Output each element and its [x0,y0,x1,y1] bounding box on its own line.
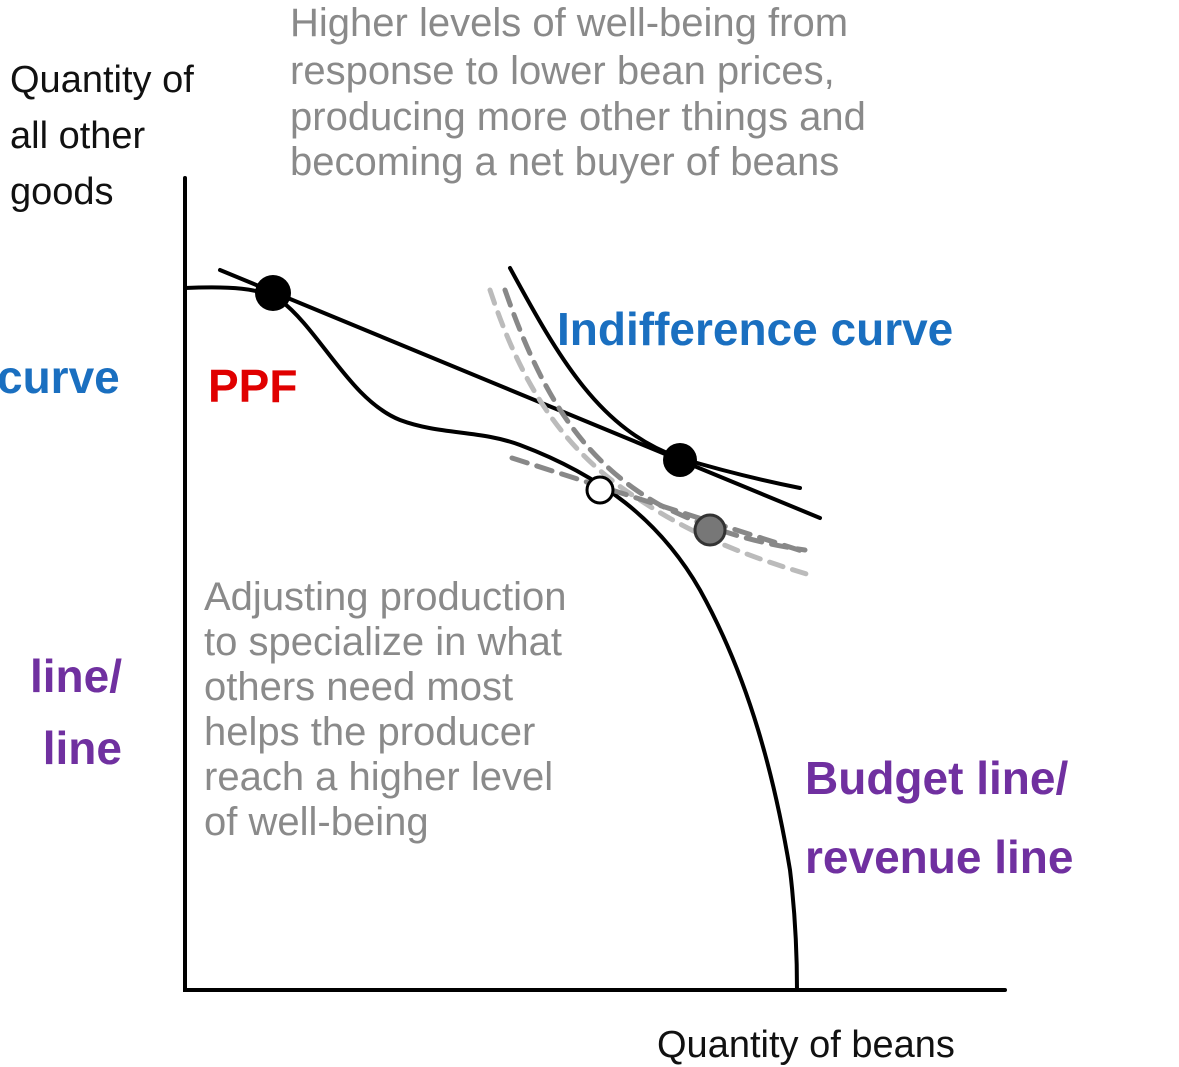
cropped-label: line/ [30,650,122,702]
indifference-label: Indifference curve [557,303,953,355]
y-axis-label: Quantity of all other goods [10,59,194,213]
cropped-label: line [43,722,122,774]
budget-label: revenue line [805,831,1073,883]
ppf-label: PPF [208,360,297,412]
text-line: reach a higher level [204,755,553,799]
budget-line [218,268,822,520]
dashed-indifference-2 [502,287,808,553]
x-axis-label: Quantity of beans [657,1024,955,1066]
middle-note: Adjusting production to specialize in wh… [204,575,566,844]
ppf-curve [183,285,799,992]
text-line: Higher levels of well-being from [290,1,848,45]
cropped-label: curve [0,351,120,403]
text-line: goods [10,171,114,213]
text-line: response to lower bean prices, [290,49,835,93]
text-line: to specialize in what [204,620,562,664]
indifference-curve [508,266,802,490]
text-line: Quantity of [10,59,194,101]
y-axis [183,176,1007,992]
point-gray [693,513,727,547]
point [663,443,697,477]
point [255,275,291,311]
top-note: Higher levels of well-being from respons… [290,1,866,184]
text-line: Adjusting production [204,575,566,619]
dashed-budget-line [509,455,808,555]
text-line: helps the producer [204,710,535,754]
text-line: becoming a net buyer of beans [290,140,839,184]
text-line: all other [10,115,146,157]
text-line: others need most [204,665,513,709]
budget-label: Budget line/ [805,752,1068,804]
text-line: of well-being [204,800,429,844]
dashed-indifference-1 [487,287,813,578]
text-line: producing more other things and [290,95,866,139]
point-hollow [585,475,615,505]
